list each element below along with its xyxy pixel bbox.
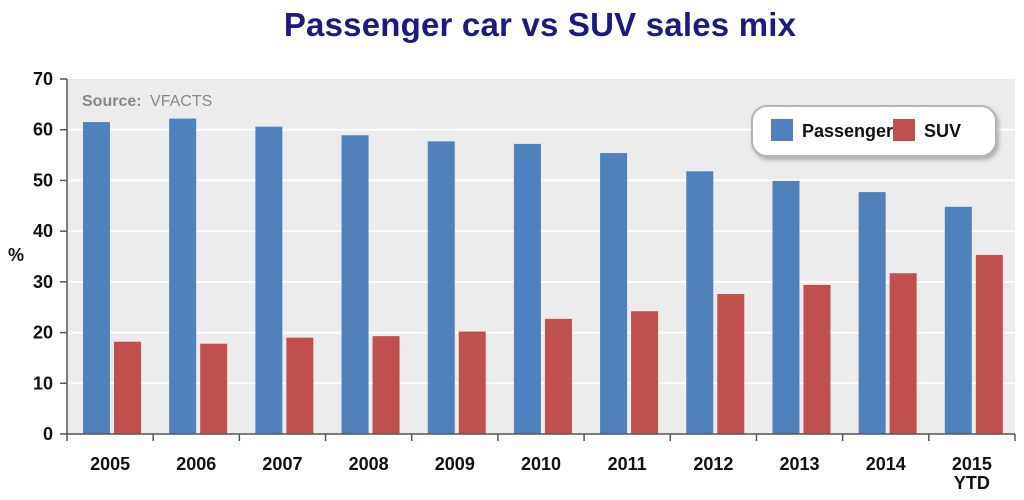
bar-passenger-2013 [772, 180, 800, 434]
x-tick-label: 2008 [349, 454, 389, 474]
bar-suv-2008 [372, 336, 400, 434]
bar-suv-2015 [975, 254, 1003, 434]
y-axis-label: % [8, 245, 24, 265]
bar-passenger-2010 [513, 143, 541, 434]
bar-suv-2006 [200, 343, 228, 434]
x-tick-label: 2007 [262, 454, 302, 474]
bar-suv-2010 [544, 318, 572, 434]
x-tick-label: 2014 [866, 454, 906, 474]
y-tick-labels: 0 10 20 30 40 50 60 70 [33, 69, 53, 444]
bar-passenger-2005 [83, 122, 110, 434]
bar-passenger-2008 [341, 135, 369, 435]
chart-title: Passenger car vs SUV sales mix [283, 6, 797, 43]
y-tick-label: 70 [33, 69, 53, 89]
axes [60, 78, 1016, 441]
bar-suv-2014 [889, 273, 917, 434]
y-tick-label: 40 [33, 221, 53, 241]
y-tick-label: 0 [43, 424, 53, 444]
y-tick-label: 20 [33, 323, 53, 343]
bars [83, 118, 1003, 435]
source-note: Source: VFACTS [82, 93, 212, 110]
x-tick-label: 2013 [780, 454, 820, 474]
bar-suv-2009 [458, 331, 486, 434]
y-tick-label: 30 [33, 272, 53, 292]
legend-box [751, 105, 997, 157]
bar-suv-2005 [114, 341, 141, 434]
source-value: VFACTS [150, 93, 212, 110]
x-tick-label: 2006 [176, 454, 216, 474]
bar-passenger-2015 [944, 206, 972, 434]
legend-swatch-suv [893, 119, 915, 141]
bar-passenger-2009 [427, 141, 455, 434]
legend-label-suv: SUV [924, 121, 961, 141]
x-tick-label: 2005 [90, 454, 130, 474]
x-tick-label: 2012 [693, 454, 733, 474]
bar-passenger-2007 [255, 126, 283, 435]
legend-label-passenger: Passenger [802, 121, 893, 141]
x-tick-labels: 2005 2006 2007 2008 2009 2010 2011 2012 2013 2014… [90, 454, 992, 493]
bar-passenger-2006 [169, 118, 197, 435]
y-tick-label: 10 [33, 373, 53, 393]
bar-suv-2012 [717, 294, 745, 434]
source-label: Source: [82, 93, 142, 110]
x-tick-label: 2015 YTD [952, 454, 992, 493]
bar-suv-2013 [803, 284, 831, 434]
bar-suv-2007 [286, 337, 314, 434]
x-tick-label: 2010 [521, 454, 561, 474]
bar-passenger-2011 [600, 153, 628, 435]
x-tick-label: 2009 [435, 454, 475, 474]
bar-passenger-2014 [858, 192, 886, 434]
y-tick-label: 50 [33, 170, 53, 190]
legend: Passenger SUV [751, 105, 997, 157]
legend-swatch-passenger [771, 119, 793, 141]
bar-suv-2011 [631, 311, 659, 434]
y-tick-label: 60 [33, 120, 53, 140]
bar-passenger-2012 [686, 171, 714, 435]
x-tick-label: 2011 [608, 454, 647, 474]
